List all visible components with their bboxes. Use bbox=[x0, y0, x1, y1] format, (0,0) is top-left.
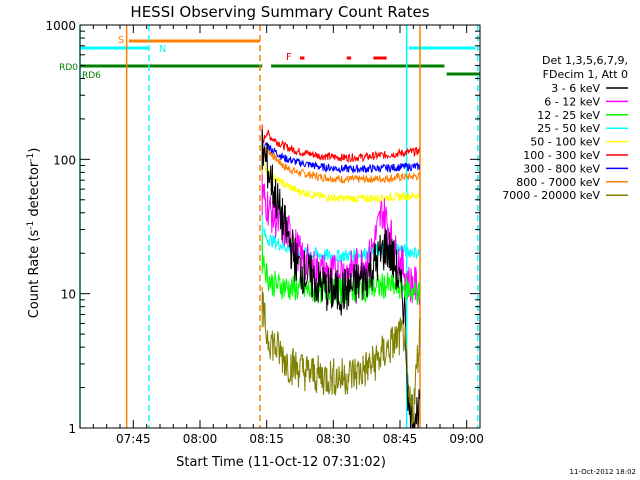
legend-entry: 6 - 12 keV bbox=[544, 95, 600, 108]
x-tick-label: 09:00 bbox=[449, 432, 484, 446]
legend-entry: 3 - 6 keV bbox=[551, 82, 600, 95]
chart-title: HESSI Observing Summary Count Rates bbox=[130, 3, 429, 21]
series-line-8 bbox=[261, 292, 421, 425]
x-tick-label: 08:45 bbox=[383, 432, 418, 446]
flag-label-rd6: RD6 bbox=[82, 71, 101, 81]
series-line-5 bbox=[261, 129, 421, 164]
timestamp: 11-Oct-2012 18:02 bbox=[570, 468, 636, 476]
y-tick-label: 1000 bbox=[45, 19, 76, 33]
flag-bars: S N F RD0 RD6 bbox=[59, 35, 480, 81]
legend-entry: 800 - 7000 keV bbox=[516, 176, 600, 189]
flag-label-f: F bbox=[286, 52, 292, 63]
flag-bar-f-2 bbox=[373, 56, 387, 60]
series-line-6 bbox=[261, 141, 421, 174]
legend: Det 1,3,5,6,7,9, FDecim 1, Att 0 3 - 6 k… bbox=[502, 54, 628, 202]
legend-entry: 7000 - 20000 keV bbox=[502, 189, 600, 202]
flag-label-s: S bbox=[118, 35, 124, 46]
flag-bar-rd6-0 bbox=[446, 72, 480, 76]
x-tick-label: 08:30 bbox=[316, 432, 351, 446]
legend-entry: 25 - 50 keV bbox=[537, 122, 600, 135]
legend-entry: 100 - 300 keV bbox=[523, 149, 600, 162]
series-line-2 bbox=[261, 240, 421, 306]
flag-bar-f-1 bbox=[346, 56, 352, 60]
legend-header-2: FDecim 1, Att 0 bbox=[543, 68, 628, 81]
y-tick-label: 10 bbox=[61, 288, 76, 302]
flag-label-rd0: RD0 bbox=[59, 63, 78, 73]
x-axis-label: Start Time (11-Oct-12 07:31:02) bbox=[176, 455, 386, 470]
flag-bar-s-0 bbox=[128, 39, 260, 43]
y-tick-label: 1 bbox=[68, 422, 76, 436]
axis-ticks: 07:45 08:00 08:15 08:30 08:45 09:00 1 10 100 1000 bbox=[45, 19, 484, 446]
flag-bar-n2-0 bbox=[408, 46, 476, 50]
legend-entry: 50 - 100 keV bbox=[530, 136, 600, 149]
flag-bar-rd0-0 bbox=[80, 64, 263, 68]
y-axis-label: Count Rate (s-1 detector-1) bbox=[26, 148, 42, 319]
series-line-0 bbox=[261, 131, 421, 429]
flag-bar-n-0 bbox=[80, 46, 149, 50]
legend-entry: 300 - 800 keV bbox=[523, 162, 600, 175]
legend-header-1: Det 1,3,5,6,7,9, bbox=[542, 54, 628, 67]
x-tick-label: 07:45 bbox=[116, 432, 151, 446]
series-line-4 bbox=[261, 160, 421, 204]
flag-bar-f-0 bbox=[300, 56, 305, 60]
x-tick-label: 08:00 bbox=[183, 432, 218, 446]
legend-entry: 12 - 25 keV bbox=[537, 109, 600, 122]
flag-label-n: N bbox=[159, 44, 166, 55]
y-tick-label: 100 bbox=[53, 153, 76, 167]
series-lines bbox=[261, 124, 421, 429]
x-tick-label: 08:15 bbox=[249, 432, 284, 446]
series-line-7 bbox=[261, 147, 421, 184]
flag-bar-rd0-1 bbox=[271, 64, 445, 68]
